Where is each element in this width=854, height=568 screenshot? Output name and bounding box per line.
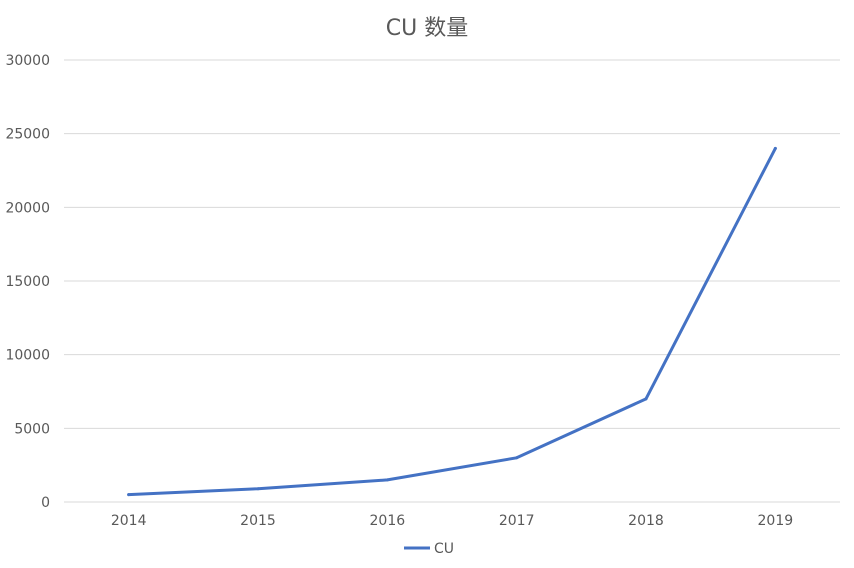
y-tick-label: 30000 [5, 53, 50, 69]
y-tick-label: 10000 [5, 348, 50, 364]
chart-title: CU 数量 [386, 16, 468, 41]
y-tick-label: 15000 [5, 274, 50, 290]
y-tick-label: 25000 [5, 127, 50, 143]
data-point [773, 146, 777, 150]
gridlines [64, 59, 840, 503]
y-tick-label: 20000 [5, 200, 50, 216]
x-tick-label: 2016 [370, 513, 406, 529]
x-axis-ticks: 2014 2015 2016 2017 2018 2019 [111, 513, 793, 529]
data-point [644, 397, 648, 401]
y-axis-ticks: 0 5000 10000 15000 20000 25000 30000 [5, 53, 50, 511]
data-point [515, 456, 519, 460]
x-tick-label: 2014 [111, 513, 147, 529]
y-tick-label: 5000 [14, 421, 50, 437]
data-point [256, 487, 260, 491]
series-layer [127, 146, 777, 497]
y-tick-label: 0 [41, 495, 50, 511]
x-tick-label: 2018 [628, 513, 664, 529]
legend-label: CU [434, 541, 454, 557]
data-point [385, 478, 389, 482]
data-point [127, 493, 131, 497]
series-line-cu [127, 146, 777, 497]
legend: CU [404, 541, 454, 557]
x-tick-label: 2017 [499, 513, 535, 529]
x-tick-label: 2019 [758, 513, 794, 529]
x-tick-label: 2015 [240, 513, 276, 529]
